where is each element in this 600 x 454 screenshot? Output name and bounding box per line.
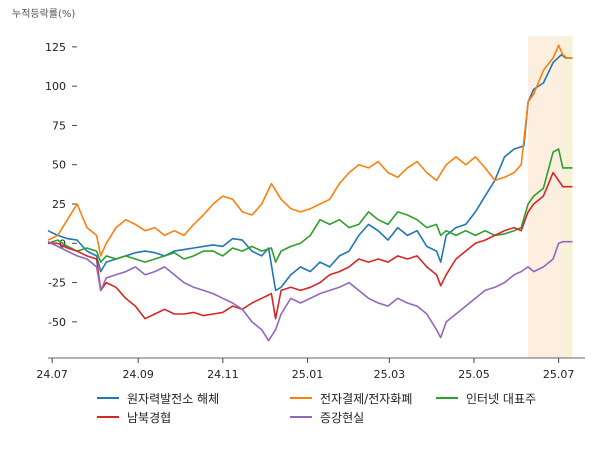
x-tick-label: 25.01 bbox=[292, 368, 324, 381]
x-axis: 24.07 24.09 24.11 25.01 25.03 25.05 25.07 bbox=[36, 357, 585, 381]
highlight-spans bbox=[528, 36, 573, 358]
x-tick-label: 25.07 bbox=[543, 368, 575, 381]
legend-label: 전자결제/전자화폐 bbox=[320, 392, 412, 406]
legend-label: 남북경협 bbox=[127, 411, 171, 425]
series-line-3 bbox=[48, 171, 573, 320]
highlight-span-1 bbox=[564, 36, 573, 358]
legend-label: 증강현실 bbox=[320, 411, 364, 425]
series-line-1 bbox=[47, 44, 573, 257]
y-tick-label: 100 bbox=[45, 80, 66, 93]
y-tick-label: 125 bbox=[45, 41, 66, 54]
legend-label: 원자력발전소 해체 bbox=[127, 392, 219, 406]
x-tick-label: 25.03 bbox=[374, 368, 406, 381]
y-tick-label: 50 bbox=[52, 159, 66, 172]
series-line-4 bbox=[47, 240, 573, 342]
y-tick-label: 25 bbox=[52, 198, 66, 211]
series-lines bbox=[47, 44, 573, 342]
x-tick-label: 24.11 bbox=[207, 368, 239, 381]
series-line-0 bbox=[47, 53, 573, 292]
x-tick-label: 24.07 bbox=[36, 368, 68, 381]
legend-label: 인터넷 대표주 bbox=[466, 392, 536, 406]
y-tick-label: -50 bbox=[48, 316, 66, 329]
y-tick-label: 75 bbox=[52, 119, 66, 132]
x-tick-label: 25.05 bbox=[458, 368, 490, 381]
series-line-2 bbox=[47, 148, 573, 263]
y-tick-label: -25 bbox=[48, 277, 66, 290]
y-axis-label: 누적등락률(%) bbox=[12, 8, 75, 20]
x-tick-label: 24.09 bbox=[122, 368, 154, 381]
